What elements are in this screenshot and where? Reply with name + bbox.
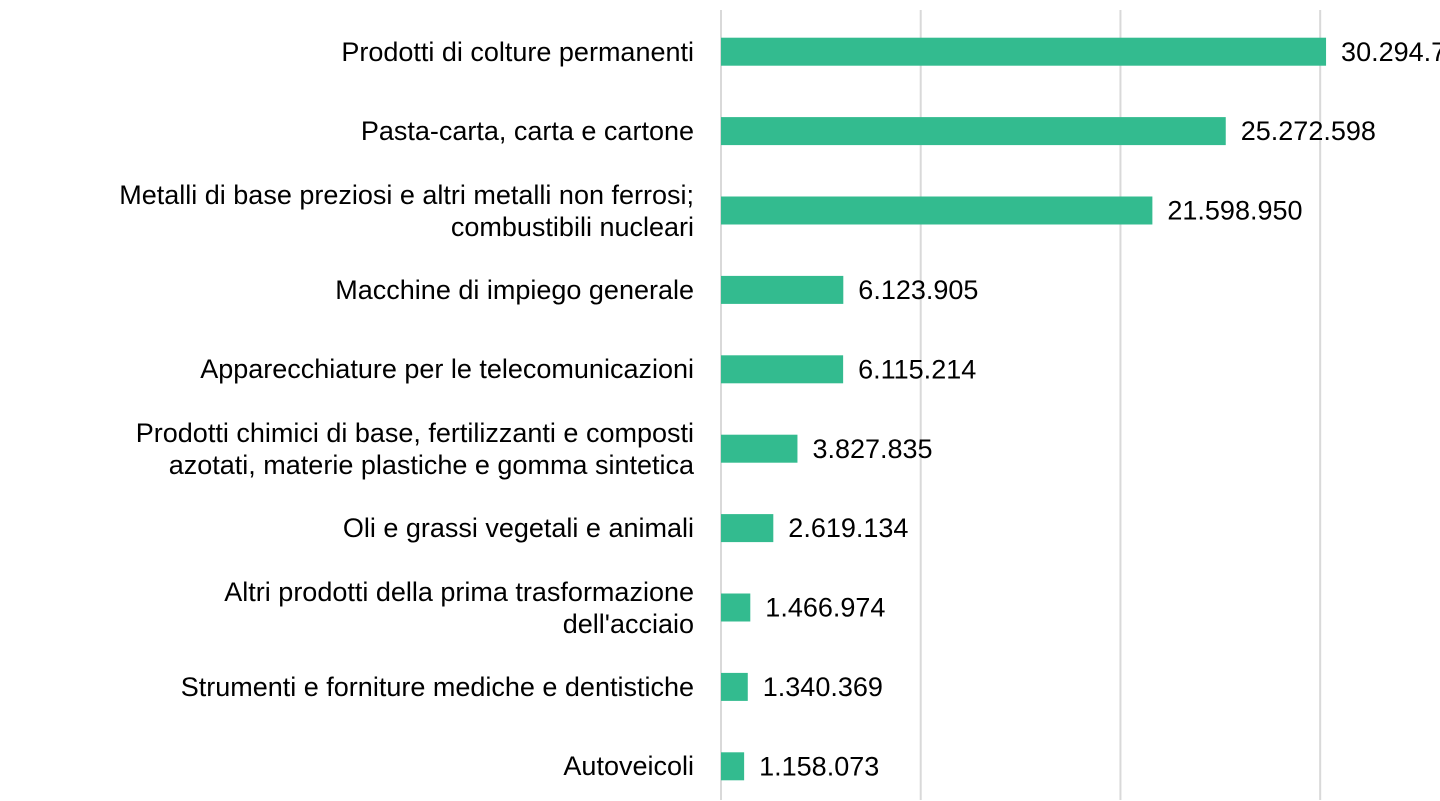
category-label: Autoveicoli bbox=[563, 751, 694, 782]
category-label: Macchine di impiego generale bbox=[335, 274, 694, 305]
category-label: Oli e grassi vegetali e animali bbox=[342, 513, 694, 544]
category-label: Altri prodotti della prima trasformazion… bbox=[224, 576, 694, 639]
value-label: 1.340.369 bbox=[763, 672, 883, 702]
value-label: 1.158.073 bbox=[759, 751, 879, 781]
bar bbox=[721, 672, 748, 701]
bar bbox=[721, 752, 745, 781]
bar bbox=[721, 196, 1153, 225]
value-label: 25.272.598 bbox=[1241, 116, 1376, 146]
value-label: 6.115.214 bbox=[858, 354, 976, 384]
category-label: Pasta-carta, carta e cartone bbox=[360, 116, 694, 147]
value-label: 2.619.134 bbox=[788, 513, 908, 543]
bar bbox=[721, 117, 1226, 146]
bar bbox=[721, 514, 774, 543]
bar bbox=[721, 593, 751, 622]
category-label: Metalli di base preziosi e altri metalli… bbox=[119, 179, 694, 242]
value-label: 6.123.905 bbox=[858, 275, 978, 305]
value-label: 1.466.974 bbox=[765, 593, 885, 623]
category-label: Prodotti di colture permanenti bbox=[341, 36, 694, 67]
category-label: Apparecchiature per le telecomunicazioni bbox=[200, 354, 694, 385]
bar bbox=[721, 355, 844, 384]
value-label: 3.827.835 bbox=[812, 434, 932, 464]
bar bbox=[721, 37, 1327, 66]
category-label: Strumenti e forniture mediche e dentisti… bbox=[180, 671, 694, 702]
value-label: 21.598.950 bbox=[1167, 196, 1302, 226]
value-label: 30.294.771 bbox=[1341, 37, 1440, 67]
category-label: Prodotti chimici di base, fertilizzanti … bbox=[135, 417, 694, 480]
bar bbox=[721, 275, 844, 304]
bar bbox=[721, 434, 798, 463]
